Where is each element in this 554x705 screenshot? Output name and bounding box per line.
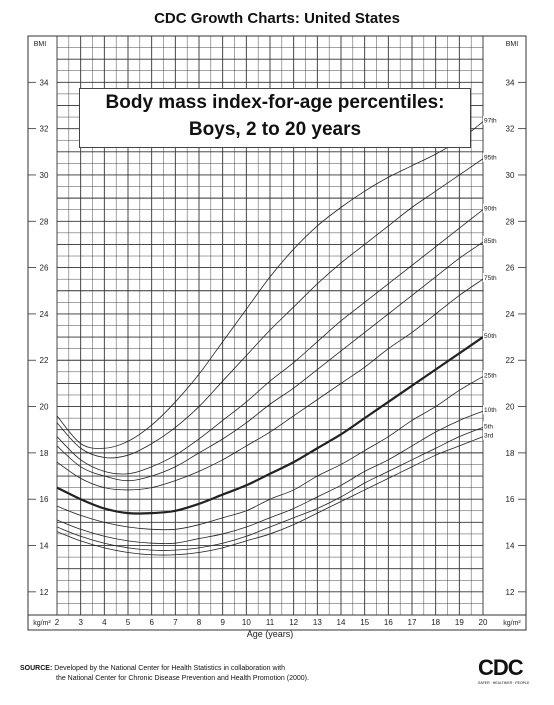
curve-3rd-percentile: [56, 436, 484, 556]
chart-title-box: Body mass index-for-age percentiles: Boy…: [79, 88, 471, 148]
y-tick-label-left: 32: [40, 125, 49, 134]
x-tick-label: 18: [431, 618, 440, 627]
cdc-logo-text: CDC: [478, 655, 524, 680]
y-tick-label-right: 16: [506, 495, 515, 504]
y-tick-label-right: 22: [506, 356, 515, 365]
y-tick-label-right: 20: [506, 403, 515, 412]
x-tick-label: 13: [313, 618, 322, 627]
y-tick-label-left: 16: [40, 495, 49, 504]
series-label-25th: 25th: [484, 372, 497, 379]
series-label-bg: [483, 236, 503, 246]
y-tick-label-left: 30: [40, 171, 49, 180]
series-label-bg: [483, 331, 503, 341]
x-tick-label: 12: [289, 618, 298, 627]
y-tick-label-left: 34: [40, 78, 49, 87]
x-tick-label: 7: [173, 618, 178, 627]
x-tick-label: 11: [266, 618, 275, 627]
x-tick-label: 17: [408, 618, 417, 627]
y-tick-label-right: 34: [506, 78, 515, 87]
series-label-90th: 90th: [484, 206, 497, 213]
x-axis-label: Age (years): [247, 629, 294, 639]
series-label-97th: 97th: [484, 118, 497, 125]
curve-10th-percentile: [56, 410, 484, 545]
series-label-bg: [483, 370, 503, 380]
y-tick-label-left: 14: [40, 542, 49, 551]
curve-75th-percentile: [56, 278, 484, 491]
x-tick-label: 3: [78, 618, 83, 627]
curve-90th-percentile: [56, 209, 484, 475]
series-label-bg: [483, 203, 503, 213]
series-label-5th: 5th: [484, 423, 493, 430]
curve-97th-percentile: [56, 121, 484, 449]
chart-series-labels: 97th 95th 90th 85th 75th 50th 25th 10th 5th 3rd: [483, 115, 503, 440]
x-tick-label: 6: [149, 618, 154, 627]
cdc-logo: CDC SAFER · HEALTHIER · PEOPLE: [478, 655, 538, 695]
y-axis-label-left: BMI: [34, 41, 47, 48]
series-label-bg: [483, 273, 503, 283]
chart-title: Body mass index-for-age percentiles:: [105, 92, 445, 113]
y-tick-label-left: 12: [40, 588, 49, 597]
series-label-75th: 75th: [484, 275, 497, 282]
curve-5th-percentile: [56, 427, 484, 551]
series-label-95th: 95th: [484, 155, 497, 162]
page-title: CDC Growth Charts: United States: [154, 10, 400, 27]
cdc-logo-subtext: SAFER · HEALTHIER · PEOPLE: [478, 681, 530, 685]
y-tick-label-right: 12: [506, 588, 515, 597]
series-label-bg: [483, 115, 503, 125]
chart-subtitle: Boys, 2 to 20 years: [188, 119, 362, 140]
units-label-left: kg/m²: [33, 620, 51, 627]
x-tick-label: 5: [126, 618, 131, 627]
chart-curves: [56, 121, 484, 556]
x-tick-label: 20: [479, 618, 488, 627]
y-tick-label-left: 24: [40, 310, 49, 319]
y-tick-label-left: 28: [40, 217, 49, 226]
x-tick-label: 15: [360, 618, 369, 627]
y-tick-label-right: 26: [506, 264, 515, 273]
source-label: SOURCE:: [20, 665, 53, 672]
curve-85th-percentile: [56, 241, 484, 482]
series-label-bg: [483, 405, 503, 415]
series-label-bg: [483, 152, 503, 162]
series-label-50th: 50th: [484, 333, 497, 340]
y-tick-label-right: 30: [506, 171, 515, 180]
source-note: SOURCE: Developed by the National Center…: [20, 664, 450, 684]
x-tick-label: 19: [455, 618, 464, 627]
series-label-3rd: 3rd: [484, 433, 494, 440]
curve-25th-percentile: [56, 376, 484, 531]
x-tick-label: 4: [102, 618, 107, 627]
x-tick-label: 2: [55, 618, 60, 627]
y-tick-label-right: 24: [506, 310, 515, 319]
y-tick-label-left: 26: [40, 264, 49, 273]
y-tick-label-left: 20: [40, 403, 49, 412]
series-label-bg: [483, 421, 503, 431]
y-tick-label-right: 14: [506, 542, 515, 551]
source-line-2: the National Center for Chronic Disease …: [56, 675, 309, 682]
x-tick-label: 14: [337, 618, 346, 627]
y-axis-label-right: BMI: [506, 41, 519, 48]
series-label-10th: 10th: [484, 407, 497, 414]
series-label-85th: 85th: [484, 238, 497, 245]
x-tick-label: 9: [220, 618, 225, 627]
curve-50th-percentile: [56, 336, 484, 515]
units-label-right: kg/m²: [503, 620, 521, 627]
x-tick-label: 8: [197, 618, 202, 627]
y-tick-label-right: 28: [506, 217, 515, 226]
y-tick-label-right: 32: [506, 125, 515, 134]
series-label-bg: [483, 430, 503, 440]
x-tick-label: 10: [242, 618, 251, 627]
source-line-1: Developed by the National Center for Hea…: [54, 665, 285, 672]
y-tick-label-left: 22: [40, 356, 49, 365]
y-tick-label-left: 18: [40, 449, 49, 458]
y-tick-label-right: 18: [506, 449, 515, 458]
curve-95th-percentile: [56, 158, 484, 459]
x-tick-label: 16: [384, 618, 393, 627]
